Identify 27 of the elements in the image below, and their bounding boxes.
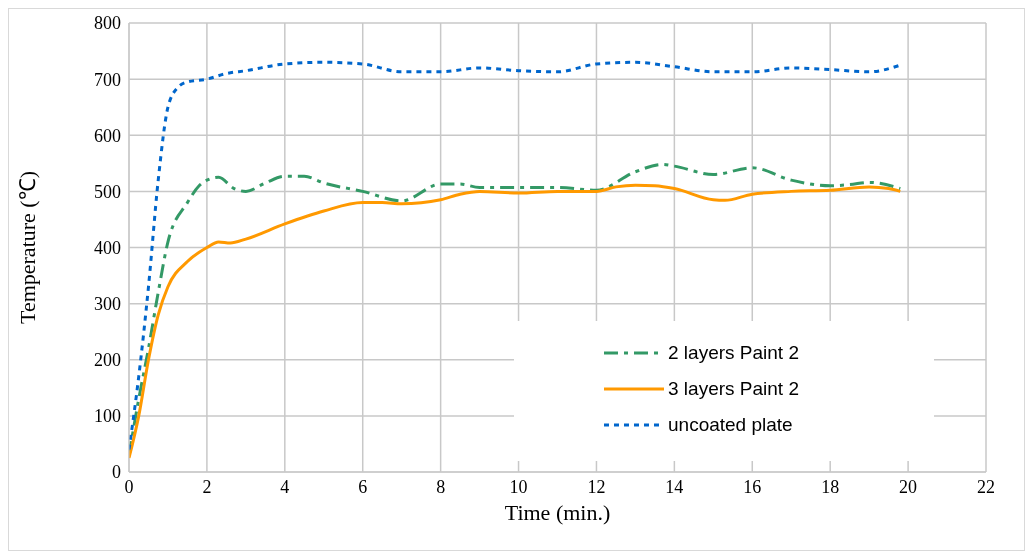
x-tick-label: 4 bbox=[280, 476, 290, 497]
x-tick-label: 22 bbox=[977, 476, 995, 497]
y-tick-label: 0 bbox=[112, 462, 121, 483]
x-tick-label: 14 bbox=[665, 476, 684, 497]
x-tick-label: 18 bbox=[821, 476, 840, 497]
x-axis-title: Time (min.) bbox=[504, 500, 611, 525]
y-tick-label: 500 bbox=[94, 181, 121, 202]
x-tick-label: 6 bbox=[358, 476, 368, 497]
y-axis-title: Temperature (℃) bbox=[14, 171, 40, 324]
y-tick-label: 800 bbox=[94, 13, 121, 34]
y-tick-label: 700 bbox=[94, 69, 121, 90]
y-tick-label: 600 bbox=[94, 125, 121, 146]
y-tick-label: 200 bbox=[94, 350, 121, 371]
y-tick-label: 100 bbox=[94, 406, 121, 427]
line-series bbox=[129, 60, 902, 452]
y-tick-label: 300 bbox=[94, 294, 121, 315]
x-tick-label: 12 bbox=[587, 476, 606, 497]
legend-label: uncoated plate bbox=[668, 414, 793, 436]
y-tick-label: 400 bbox=[94, 237, 121, 258]
x-tick-label: 20 bbox=[899, 476, 918, 497]
x-tick-label: 2 bbox=[202, 476, 212, 497]
legend-label: 3 layers Paint 2 bbox=[668, 378, 799, 400]
legend-label: 2 layers Paint 2 bbox=[668, 342, 799, 364]
x-tick-label: 16 bbox=[743, 476, 762, 497]
x-tick-label: 8 bbox=[436, 476, 446, 497]
x-tick-label: 0 bbox=[124, 476, 134, 497]
x-tick-label: 10 bbox=[509, 476, 528, 497]
